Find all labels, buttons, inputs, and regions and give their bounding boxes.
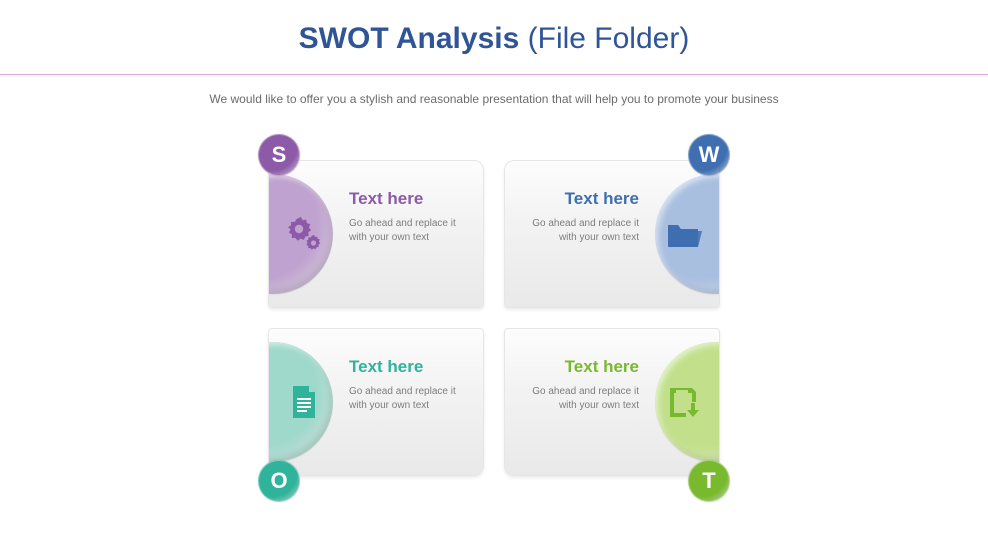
card-w-heading: Text here bbox=[519, 189, 639, 209]
folder-icon bbox=[661, 211, 707, 257]
document-icon bbox=[281, 379, 327, 425]
title-light: (File Folder) bbox=[528, 22, 690, 55]
card-t-body: Go ahead and replace it with your own te… bbox=[519, 385, 639, 413]
card-s-heading: Text here bbox=[349, 189, 469, 209]
title-underline bbox=[0, 74, 988, 75]
subtitle: We would like to offer you a stylish and… bbox=[0, 92, 988, 106]
card-o-text: Text here Go ahead and replace it with y… bbox=[349, 357, 469, 413]
badge-o: O bbox=[258, 460, 300, 502]
title-strong: SWOT Analysis bbox=[299, 22, 528, 55]
card-s-text: Text here Go ahead and replace it with y… bbox=[349, 189, 469, 245]
card-o-body: Go ahead and replace it with your own te… bbox=[349, 385, 469, 413]
save-download-icon bbox=[661, 379, 707, 425]
card-t-text: Text here Go ahead and replace it with y… bbox=[519, 357, 639, 413]
gears-icon bbox=[281, 211, 327, 257]
swot-infographic: SWOT Analysis (File Folder) We would lik… bbox=[0, 0, 988, 556]
card-o-heading: Text here bbox=[349, 357, 469, 377]
card-strengths: Text here Go ahead and replace it with y… bbox=[268, 160, 484, 308]
card-weaknesses: Text here Go ahead and replace it with y… bbox=[504, 160, 720, 308]
badge-s: S bbox=[258, 134, 300, 176]
card-threats: Text here Go ahead and replace it with y… bbox=[504, 328, 720, 476]
card-s-body: Go ahead and replace it with your own te… bbox=[349, 217, 469, 245]
card-w-text: Text here Go ahead and replace it with y… bbox=[519, 189, 639, 245]
badge-w: W bbox=[688, 134, 730, 176]
card-t-heading: Text here bbox=[519, 357, 639, 377]
card-w-body: Go ahead and replace it with your own te… bbox=[519, 217, 639, 245]
badge-t: T bbox=[688, 460, 730, 502]
swot-grid: Text here Go ahead and replace it with y… bbox=[268, 160, 720, 476]
title-text: SWOT Analysis (File Folder) bbox=[299, 22, 690, 55]
page-title: SWOT Analysis (File Folder) bbox=[0, 0, 988, 56]
card-opportunities: Text here Go ahead and replace it with y… bbox=[268, 328, 484, 476]
